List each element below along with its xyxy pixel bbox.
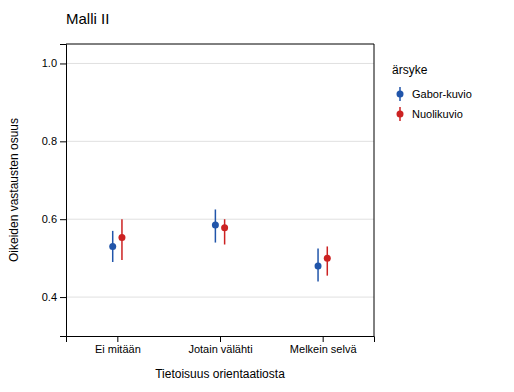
point bbox=[324, 255, 331, 262]
title: Malli II bbox=[66, 10, 109, 27]
x-tick: Jotain välähti bbox=[188, 336, 252, 355]
legend-swatch bbox=[397, 111, 404, 118]
x-tick-label: Melkein selvä bbox=[290, 343, 358, 355]
y-tick: 0.4 bbox=[42, 291, 66, 303]
legend-label: Gabor-kuvio bbox=[412, 88, 472, 100]
series bbox=[109, 209, 321, 281]
point bbox=[221, 224, 228, 231]
y-tick-mark bbox=[60, 219, 66, 220]
y-axis: 0.4 0.6 0.8 1.0 bbox=[42, 45, 67, 337]
series bbox=[118, 219, 330, 275]
x-axis-line bbox=[67, 337, 375, 343]
legend-swatch bbox=[397, 91, 404, 98]
x-axis-title: Tietoisuus orientaatiosta bbox=[155, 367, 285, 381]
legend: ärsyke Gabor-kuvio Nuolikuvio bbox=[392, 63, 472, 121]
point bbox=[315, 262, 322, 269]
point bbox=[118, 234, 125, 241]
grid-line bbox=[66, 219, 374, 220]
marks bbox=[109, 209, 331, 281]
frame-top bbox=[66, 44, 374, 45]
legend-title: ärsyke bbox=[392, 63, 428, 77]
grid-line bbox=[66, 297, 374, 298]
x-tick-mark bbox=[117, 336, 118, 342]
y-tick: 0.8 bbox=[42, 135, 66, 147]
x-tick-label: Jotain välähti bbox=[188, 343, 252, 355]
y-tick-mark bbox=[60, 63, 66, 64]
x-tick-label: Ei mitään bbox=[95, 343, 141, 355]
y-tick: 1.0 bbox=[42, 57, 66, 69]
y-tick-mark bbox=[60, 141, 66, 142]
grid-line bbox=[66, 63, 374, 64]
y-tick-mark bbox=[60, 297, 66, 298]
x-tick-mark bbox=[323, 336, 324, 342]
y-tick-label: 1.0 bbox=[42, 57, 57, 69]
y-tick-label: 0.6 bbox=[42, 213, 57, 225]
y-axis-title: Oikeiden vastausten osuus bbox=[7, 118, 21, 262]
legend-item: Nuolikuvio bbox=[397, 107, 463, 121]
x-tick-mark bbox=[220, 336, 221, 342]
error-bar bbox=[224, 219, 226, 244]
point bbox=[212, 222, 219, 229]
y-axis-line bbox=[60, 45, 67, 337]
legend-item: Gabor-kuvio bbox=[397, 87, 472, 101]
x-tick: Melkein selvä bbox=[290, 336, 358, 355]
legend-label: Nuolikuvio bbox=[412, 108, 463, 120]
x-axis: Ei mitään Jotain välähti Melkein selvä bbox=[67, 336, 375, 355]
x-tick: Ei mitään bbox=[95, 336, 141, 355]
y-tick: 0.6 bbox=[42, 213, 66, 225]
chart: 0.4 0.6 0.8 1.0 Ei mitään Jotain välähti Melke… bbox=[0, 0, 514, 392]
y-tick-label: 0.8 bbox=[42, 135, 57, 147]
grid-line bbox=[66, 141, 374, 142]
frame-right bbox=[374, 44, 375, 336]
point bbox=[109, 243, 116, 250]
plot: 0.4 0.6 0.8 1.0 Ei mitään Jotain välähti Melke… bbox=[42, 44, 375, 355]
grid bbox=[66, 63, 374, 297]
y-tick-label: 0.4 bbox=[42, 291, 57, 303]
